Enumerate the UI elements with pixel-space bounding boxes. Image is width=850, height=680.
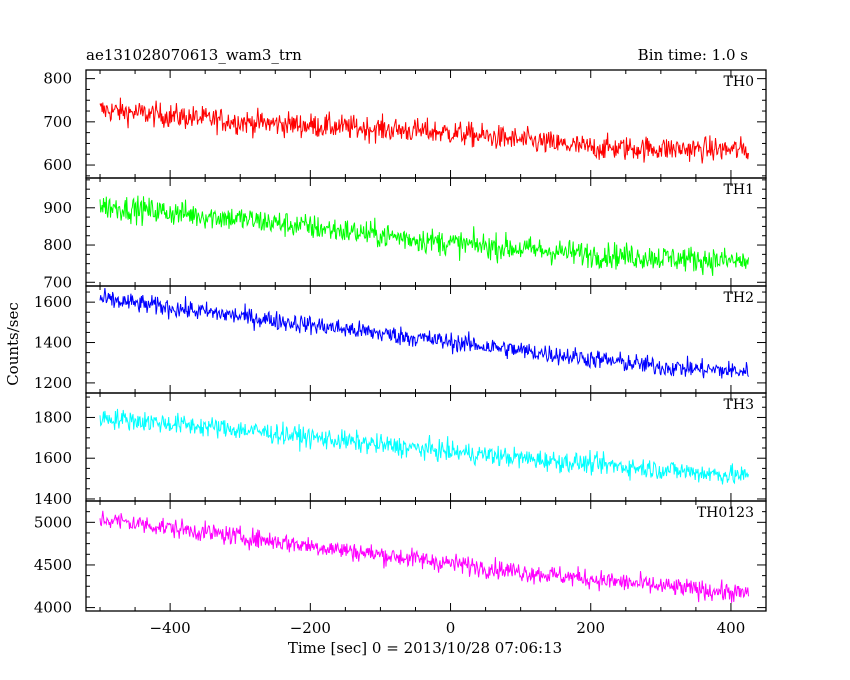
- panel-label: TH2: [724, 290, 754, 306]
- y-tick-label: 4000: [34, 599, 72, 617]
- panel-label: TH0: [724, 74, 754, 90]
- y-tick-label: 1200: [34, 374, 72, 392]
- bin-time-label: Bin time: 1.0 s: [638, 46, 748, 64]
- y-tick-label: 700: [43, 273, 72, 291]
- x-tick-label: 400: [717, 619, 746, 637]
- y-tick-label: 700: [43, 113, 72, 131]
- panel-frame: [85, 177, 767, 287]
- y-tick-label: 1600: [34, 293, 72, 311]
- y-tick-label: 800: [43, 70, 72, 88]
- chart-title: ae131028070613_wam3_trn: [86, 46, 302, 64]
- series-line-th0123: [99, 510, 749, 603]
- series-line-th1: [99, 195, 749, 276]
- panel-th0: 600 700 800 TH0: [43, 69, 767, 179]
- y-tick-label: 800: [43, 236, 72, 254]
- panel-label: TH1: [724, 182, 754, 198]
- series-line-th0: [99, 97, 749, 164]
- y-tick-label: 900: [43, 199, 72, 217]
- x-axis: −400 −200 0 200 400: [150, 619, 746, 637]
- panel-th0123: 4000 4500 5000 TH0123: [34, 500, 767, 617]
- x-tick-label: 200: [576, 619, 605, 637]
- x-tick-label: −200: [290, 619, 331, 637]
- panel-th1: 700 800 900 TH1: [43, 177, 767, 291]
- panel-label: TH3: [724, 397, 754, 413]
- series-line-th3: [99, 408, 749, 485]
- panel-frame: [85, 392, 767, 502]
- x-tick-label: −400: [150, 619, 191, 637]
- y-tick-label: 1400: [34, 490, 72, 508]
- y-axis-title: Counts/sec: [4, 302, 22, 386]
- y-tick-label: 1600: [34, 449, 72, 467]
- y-tick-label: 1800: [34, 408, 72, 426]
- panel-label: TH0123: [697, 505, 754, 521]
- panel-frame: [85, 285, 767, 394]
- panel-frame: [85, 500, 767, 612]
- series-line-th2: [99, 287, 749, 379]
- y-tick-label: 5000: [34, 513, 72, 531]
- y-tick-label: 1400: [34, 334, 72, 352]
- panel-th3: 1400 1600 1800 TH3: [34, 392, 767, 508]
- panel-th2: 1200 1400 1600 TH2: [34, 285, 767, 394]
- y-tick-label: 600: [43, 156, 72, 174]
- x-tick-label: 0: [446, 619, 456, 637]
- y-tick-label: 4500: [34, 556, 72, 574]
- x-axis-title: Time [sec] 0 = 2013/10/28 07:06:13: [288, 639, 562, 657]
